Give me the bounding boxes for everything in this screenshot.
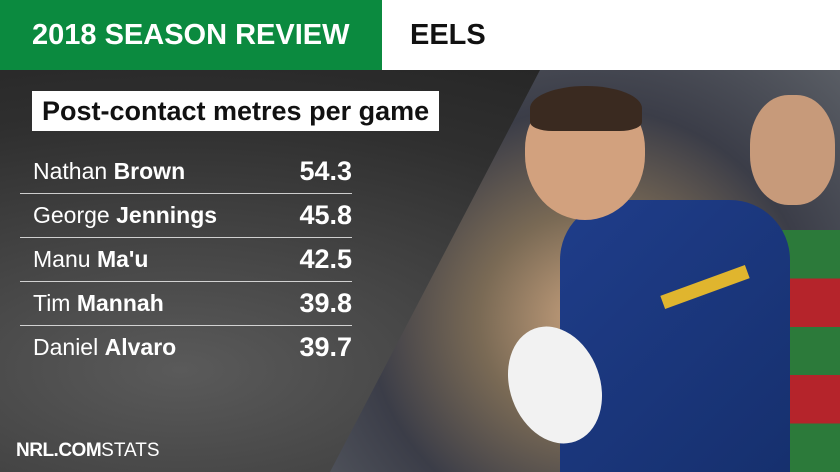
opponent-player-head: [750, 95, 835, 205]
table-row: Nathan Brown 54.3: [20, 150, 352, 194]
player-name: Nathan Brown: [33, 158, 186, 184]
stat-value: 39.8: [299, 288, 352, 318]
player-name: Daniel Alvaro: [33, 334, 177, 360]
season-review-title: 2018 SEASON REVIEW: [0, 0, 382, 70]
stat-title: Post-contact metres per game: [32, 91, 440, 131]
table-row: Tim Mannah 39.8: [20, 282, 352, 326]
stat-value: 45.8: [299, 200, 352, 230]
player-jersey: [560, 200, 790, 472]
stat-value: 54.3: [299, 156, 352, 186]
table-row: Daniel Alvaro 39.7: [20, 326, 352, 369]
player-hair: [530, 86, 642, 131]
player-name: George Jennings: [33, 202, 218, 228]
nrl-stats-logo: NRL.COMSTATS: [16, 440, 160, 461]
team-name: EELS: [382, 0, 840, 70]
player-name: Tim Mannah: [33, 290, 164, 316]
stats-table: Nathan Brown 54.3 George Jennings 45.8 Man…: [20, 150, 352, 369]
stat-value: 42.5: [299, 244, 352, 274]
table-row: Manu Ma'u 42.5: [20, 238, 352, 282]
table-row: George Jennings 45.8: [20, 194, 352, 238]
player-name: Manu Ma'u: [33, 246, 149, 272]
stat-value: 39.7: [299, 332, 352, 362]
